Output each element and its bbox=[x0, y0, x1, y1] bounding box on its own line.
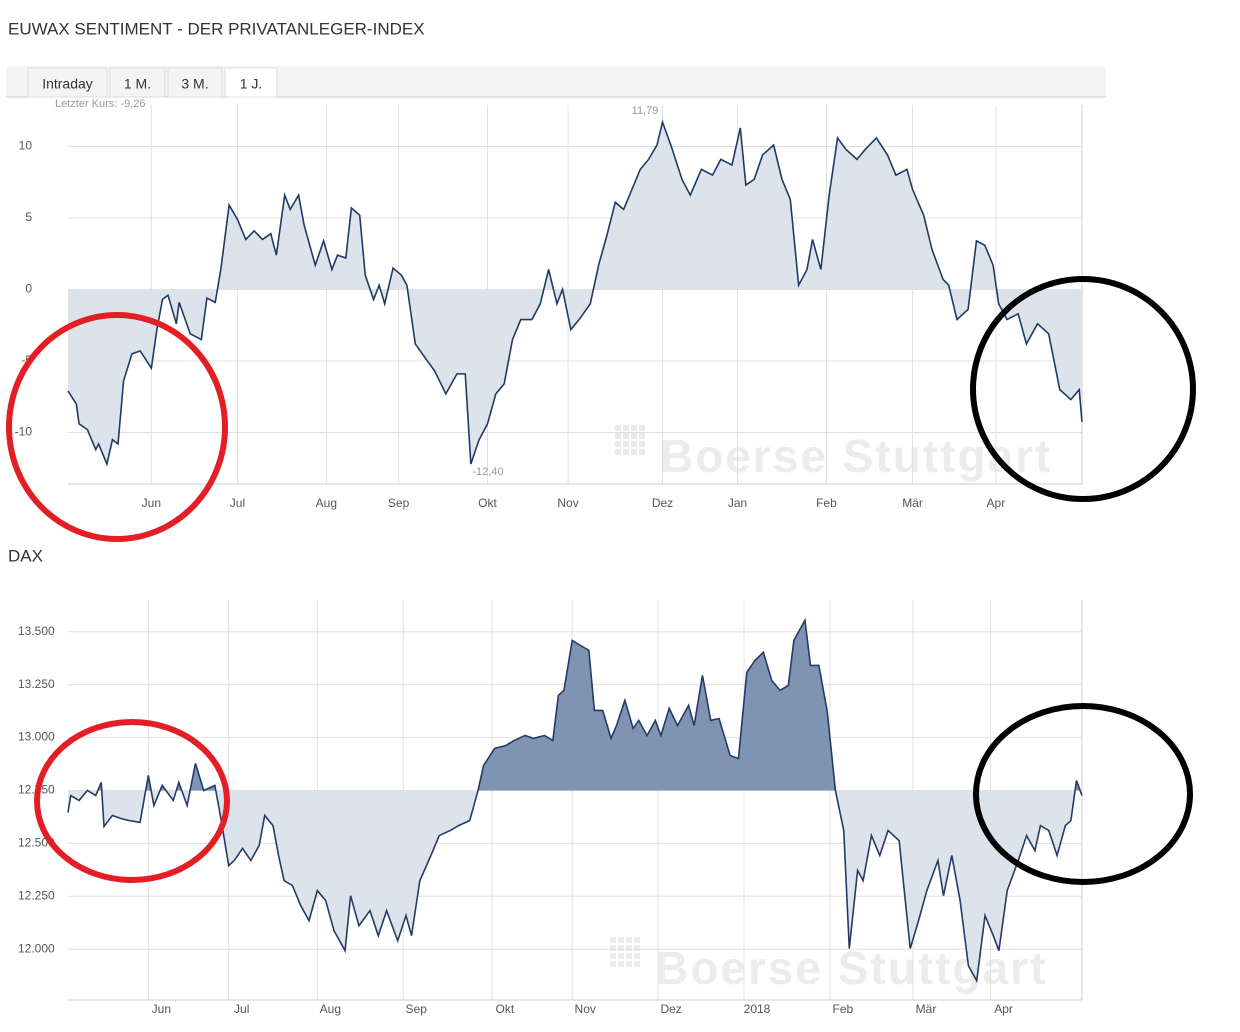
y-tick-label: 13.000 bbox=[18, 730, 55, 744]
annotation: -12,40 bbox=[472, 466, 503, 478]
x-tick-label: Jan bbox=[728, 496, 747, 510]
highlight-circle bbox=[6, 312, 228, 542]
x-tick-label: Sep bbox=[406, 1002, 428, 1016]
x-tick-label: Nov bbox=[557, 496, 578, 510]
x-tick-label: Apr bbox=[987, 496, 1006, 510]
watermark-dot bbox=[615, 449, 621, 455]
tabs: Intraday 1 M. 3 M. 1 J. bbox=[27, 67, 278, 98]
watermark-dot bbox=[623, 425, 629, 431]
x-tick-label: Feb bbox=[816, 496, 837, 510]
tab-label[interactable]: 1 J. bbox=[240, 76, 263, 92]
watermark-dot bbox=[610, 961, 616, 967]
tab-label[interactable]: 1 M. bbox=[124, 76, 151, 92]
x-tick-label: Jun bbox=[152, 1002, 171, 1016]
chart-title: DAX bbox=[8, 546, 43, 565]
y-tick-label: 10 bbox=[19, 139, 33, 153]
watermark-dot bbox=[615, 433, 621, 439]
x-tick-label: Mär bbox=[902, 496, 923, 510]
watermark-dot bbox=[639, 433, 645, 439]
annotation: Letzter Kurs: -9,26 bbox=[55, 98, 146, 110]
x-tick-label: Aug bbox=[320, 1002, 341, 1016]
y-tick-label: 12.250 bbox=[18, 888, 55, 902]
x-tick-label: Okt bbox=[496, 1002, 515, 1016]
x-tick-label: Apr bbox=[994, 1002, 1013, 1016]
watermark-dot bbox=[610, 937, 616, 943]
x-tick-label: Jul bbox=[230, 496, 245, 510]
watermark-dot bbox=[639, 425, 645, 431]
watermark-dot bbox=[634, 953, 640, 959]
watermark-dot bbox=[631, 433, 637, 439]
y-tick-label: 13.250 bbox=[18, 677, 55, 691]
tab-label[interactable]: 3 M. bbox=[181, 76, 208, 92]
x-tick-label: Jul bbox=[234, 1002, 249, 1016]
chart-title: EUWAX SENTIMENT - DER PRIVATANLEGER-INDE… bbox=[8, 19, 425, 38]
tab[interactable] bbox=[224, 67, 278, 98]
watermark-dot bbox=[631, 441, 637, 447]
watermark-dot bbox=[626, 953, 632, 959]
watermark-dot bbox=[626, 937, 632, 943]
watermark-dot bbox=[634, 945, 640, 951]
highlight-circle bbox=[973, 703, 1193, 885]
y-tick-label: 13.500 bbox=[18, 624, 55, 638]
tab-label[interactable]: Intraday bbox=[42, 76, 93, 92]
x-tick-label: Sep bbox=[388, 496, 410, 510]
y-tick-label: 5 bbox=[25, 210, 32, 224]
x-tick-label: Dez bbox=[660, 1002, 681, 1016]
area-below bbox=[68, 790, 1082, 981]
watermark-dot bbox=[610, 945, 616, 951]
x-tick-label: Feb bbox=[833, 1002, 854, 1016]
watermark-dot bbox=[631, 425, 637, 431]
line bbox=[67, 119, 1083, 467]
tab[interactable] bbox=[27, 67, 108, 98]
x-tick-label: Aug bbox=[316, 496, 337, 510]
chart: Boerse Stuttgart13.50013.25013.00012.750… bbox=[18, 600, 1083, 1016]
watermark-dot bbox=[623, 449, 629, 455]
watermark-dot bbox=[610, 953, 616, 959]
watermark-dot bbox=[623, 433, 629, 439]
highlight-circle bbox=[34, 719, 230, 883]
y-tick-label: 12.000 bbox=[18, 941, 55, 955]
watermark-dot bbox=[626, 945, 632, 951]
y-tick-label: 0 bbox=[25, 282, 32, 296]
area-above bbox=[68, 620, 1082, 791]
watermark-dot bbox=[639, 449, 645, 455]
watermark-dot bbox=[618, 953, 624, 959]
tab[interactable] bbox=[109, 67, 166, 98]
watermark-dot bbox=[639, 441, 645, 447]
x-tick-label: Jun bbox=[142, 496, 161, 510]
watermark-dot bbox=[634, 937, 640, 943]
watermark: Boerse Stuttgart bbox=[655, 942, 1047, 994]
line bbox=[67, 617, 1083, 984]
y-tick-label: -10 bbox=[15, 425, 33, 439]
watermark-dot bbox=[615, 441, 621, 447]
tab[interactable] bbox=[167, 67, 223, 98]
watermark-dot bbox=[634, 961, 640, 967]
x-tick-label: Dez bbox=[652, 496, 673, 510]
watermark-dot bbox=[626, 961, 632, 967]
area-below bbox=[68, 289, 1082, 464]
x-tick-label: Okt bbox=[478, 496, 497, 510]
x-tick-label: Mär bbox=[916, 1002, 937, 1016]
x-tick-label: Nov bbox=[575, 1002, 596, 1016]
x-tick-label: 2018 bbox=[744, 1002, 771, 1016]
watermark-dot bbox=[615, 425, 621, 431]
watermark-dot bbox=[618, 961, 624, 967]
watermark-dot bbox=[631, 449, 637, 455]
watermark-dot bbox=[618, 937, 624, 943]
highlight-circle bbox=[970, 276, 1196, 502]
annotation: 11,79 bbox=[632, 105, 659, 117]
watermark-dot bbox=[618, 945, 624, 951]
watermark-dot bbox=[623, 441, 629, 447]
